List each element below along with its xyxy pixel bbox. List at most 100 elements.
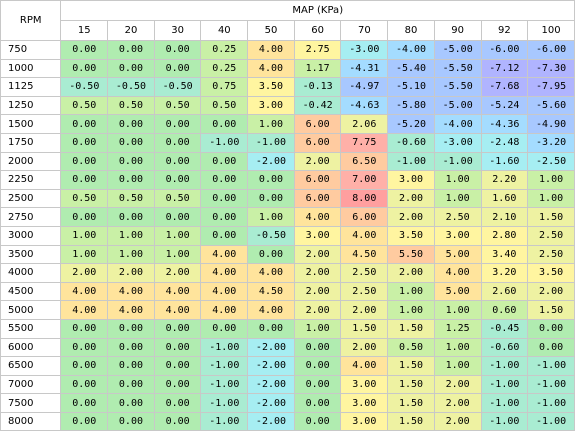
table-cell[interactable]: 0.50 <box>107 188 155 209</box>
table-cell[interactable]: -4.97 <box>340 77 389 97</box>
table-cell[interactable]: 6.50 <box>340 151 389 172</box>
table-cell[interactable]: 4.00 <box>247 263 295 283</box>
table-cell[interactable]: 1.00 <box>433 300 482 320</box>
table-cell[interactable]: 1.00 <box>433 356 482 376</box>
table-cell[interactable]: 2.00 <box>340 300 389 320</box>
table-cell[interactable]: -5.40 <box>387 58 435 79</box>
table-cell[interactable]: 0.00 <box>200 114 249 134</box>
table-cell[interactable]: -6.00 <box>480 40 529 60</box>
table-cell[interactable]: 0.00 <box>153 58 202 79</box>
table-cell[interactable]: -7.12 <box>480 58 529 79</box>
table-cell[interactable]: 2.00 <box>527 281 575 302</box>
table-cell[interactable]: -2.00 <box>247 374 295 395</box>
table-cell[interactable]: -1.00 <box>527 374 575 395</box>
table-cell[interactable]: 0.00 <box>153 170 202 190</box>
table-cell[interactable]: -1.00 <box>480 411 529 432</box>
table-cell[interactable]: 4.00 <box>293 207 342 227</box>
table-cell[interactable]: -1.00 <box>200 132 249 153</box>
table-cell[interactable]: 4.00 <box>107 300 155 320</box>
table-cell[interactable]: 0.00 <box>200 225 249 246</box>
table-cell[interactable]: -4.31 <box>340 58 389 79</box>
table-cell[interactable]: 6.00 <box>293 188 342 209</box>
table-cell[interactable]: -0.45 <box>480 318 529 339</box>
table-cell[interactable]: 2.60 <box>480 281 529 302</box>
table-cell[interactable]: 1.00 <box>387 281 435 302</box>
table-cell[interactable]: 2.50 <box>433 207 482 227</box>
table-cell[interactable]: 0.00 <box>293 411 342 432</box>
table-cell[interactable]: 1.50 <box>387 318 435 339</box>
table-cell[interactable]: 0.50 <box>153 188 202 209</box>
table-cell[interactable]: 3.00 <box>340 411 389 432</box>
table-cell[interactable]: 2.00 <box>293 151 342 172</box>
table-cell[interactable]: 0.75 <box>200 77 249 97</box>
table-cell[interactable]: 1.00 <box>387 300 435 320</box>
table-cell[interactable]: 0.00 <box>153 114 202 134</box>
table-cell[interactable]: 0.00 <box>60 114 109 134</box>
table-cell[interactable]: 0.00 <box>107 58 155 79</box>
table-cell[interactable]: 0.00 <box>107 411 155 432</box>
table-cell[interactable]: 1.00 <box>433 170 482 190</box>
table-cell[interactable]: 0.00 <box>247 244 295 265</box>
table-cell[interactable]: -4.00 <box>433 114 482 134</box>
table-cell[interactable]: -5.20 <box>387 114 435 134</box>
table-cell[interactable]: 0.00 <box>247 170 295 190</box>
table-cell[interactable]: 2.00 <box>387 263 435 283</box>
table-cell[interactable]: -3.00 <box>433 132 482 153</box>
table-cell[interactable]: -1.00 <box>200 337 249 358</box>
table-cell[interactable]: 0.50 <box>60 188 109 209</box>
table-cell[interactable]: 3.50 <box>387 225 435 246</box>
table-cell[interactable]: 1.50 <box>527 207 575 227</box>
table-cell[interactable]: 0.00 <box>153 411 202 432</box>
table-cell[interactable]: 1.00 <box>433 337 482 358</box>
table-cell[interactable]: 2.00 <box>60 263 109 283</box>
table-cell[interactable]: 1.50 <box>340 318 389 339</box>
table-cell[interactable]: -6.00 <box>527 40 575 60</box>
table-cell[interactable]: 2.00 <box>293 281 342 302</box>
table-cell[interactable]: 0.00 <box>60 337 109 358</box>
table-cell[interactable]: 4.00 <box>247 40 295 60</box>
table-cell[interactable]: 1.00 <box>107 244 155 265</box>
table-cell[interactable]: 4.00 <box>200 300 249 320</box>
table-cell[interactable]: 0.00 <box>107 114 155 134</box>
table-cell[interactable]: -3.00 <box>340 40 389 60</box>
table-cell[interactable]: 4.00 <box>200 263 249 283</box>
table-cell[interactable]: 1.25 <box>433 318 482 339</box>
table-cell[interactable]: -7.30 <box>527 58 575 79</box>
table-cell[interactable]: 0.00 <box>247 318 295 339</box>
table-cell[interactable]: 4.00 <box>200 281 249 302</box>
table-cell[interactable]: -5.50 <box>433 58 482 79</box>
table-cell[interactable]: 4.00 <box>433 263 482 283</box>
table-cell[interactable]: -5.10 <box>387 77 435 97</box>
table-cell[interactable]: 1.17 <box>293 58 342 79</box>
table-cell[interactable]: 6.00 <box>293 114 342 134</box>
table-cell[interactable]: -5.24 <box>480 95 529 116</box>
table-cell[interactable]: 2.00 <box>293 300 342 320</box>
table-cell[interactable]: 4.00 <box>153 300 202 320</box>
table-cell[interactable]: 1.00 <box>433 188 482 209</box>
table-cell[interactable]: 0.00 <box>107 132 155 153</box>
table-cell[interactable]: 4.00 <box>107 281 155 302</box>
table-cell[interactable]: 0.00 <box>527 337 575 358</box>
table-cell[interactable]: -1.00 <box>387 151 435 172</box>
table-cell[interactable]: 1.00 <box>293 318 342 339</box>
table-cell[interactable]: -2.00 <box>247 337 295 358</box>
table-cell[interactable]: 2.50 <box>527 225 575 246</box>
table-cell[interactable]: -5.50 <box>433 77 482 97</box>
table-cell[interactable]: -0.50 <box>107 77 155 97</box>
table-cell[interactable]: -5.60 <box>527 95 575 116</box>
table-cell[interactable]: 0.00 <box>60 393 109 413</box>
table-cell[interactable]: 2.00 <box>293 244 342 265</box>
table-cell[interactable]: -2.00 <box>247 151 295 172</box>
table-cell[interactable]: 4.00 <box>60 300 109 320</box>
table-cell[interactable]: 0.00 <box>153 318 202 339</box>
table-cell[interactable]: 0.00 <box>247 188 295 209</box>
table-cell[interactable]: 0.00 <box>60 207 109 227</box>
table-cell[interactable]: -5.80 <box>387 95 435 116</box>
table-cell[interactable]: 0.00 <box>200 170 249 190</box>
table-cell[interactable]: 1.00 <box>247 114 295 134</box>
table-cell[interactable]: 0.00 <box>107 337 155 358</box>
table-cell[interactable]: 8.00 <box>340 188 389 209</box>
table-cell[interactable]: 4.00 <box>247 300 295 320</box>
table-cell[interactable]: 0.50 <box>153 95 202 116</box>
table-cell[interactable]: 6.00 <box>340 207 389 227</box>
